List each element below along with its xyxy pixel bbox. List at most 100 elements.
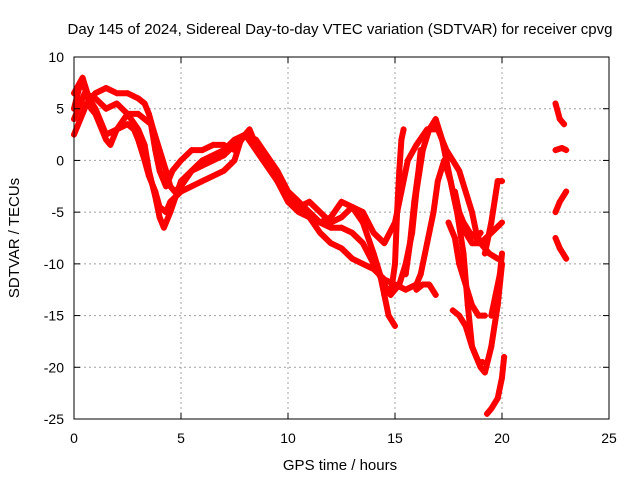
y-tick-label-3: -10 [44,256,64,272]
grid-lines [74,57,609,419]
x-tick-label-5: 25 [601,430,617,446]
series-4-point-28 [317,209,324,216]
series-2-point-19 [199,147,206,154]
series-4-point-30 [338,214,345,221]
series-5-point-5 [398,136,405,143]
series-4-point-29 [327,219,334,226]
series-10-point-2 [456,209,463,216]
series-4-point-13 [167,209,174,216]
y-tick-label-4: -5 [52,204,65,220]
series-3-point-18 [199,178,206,185]
series-3-point-50 [477,364,484,371]
series-9-point-6 [479,359,486,366]
series-13-point-1 [481,250,488,257]
series-line-12 [488,250,505,319]
series-12-point-4 [499,250,505,257]
series-1-point-32 [359,240,366,247]
series-8-point-6 [475,312,482,319]
series-1-point-7 [124,90,131,97]
series-2-point-11 [141,116,148,123]
series-4-point-47 [477,240,484,247]
series-1-point-13 [163,167,170,174]
y-tick-label-5: 0 [56,152,64,168]
series-2-point-20 [210,141,217,148]
series-11-point-4 [499,374,505,381]
series-4-point-38 [413,141,420,148]
series-2-point-21 [220,141,227,148]
series-4-point-22 [259,147,266,154]
series-4-point-2 [81,90,88,97]
series-11-point-1 [484,410,491,417]
series-4-point-17 [210,157,217,164]
series-12-point-2 [492,291,499,298]
series-5-point-6 [400,126,407,133]
series-7-point-4 [432,291,439,298]
series-6-point-3 [411,198,418,205]
series-4-point-27 [306,198,313,205]
series-17-point-2 [556,245,563,252]
y-tick-label-6: 5 [56,101,64,117]
series-4-point-7 [135,126,142,133]
y-tick-label-0: -25 [44,411,64,427]
series-4-point-37 [404,157,411,164]
series-9-point-1 [449,307,456,314]
series-7-point-3 [426,281,433,288]
series-10-point-5 [473,235,480,241]
series-4-point-24 [274,178,281,185]
series-4-point-31 [349,203,356,210]
series-11-point-2 [488,405,495,412]
series-3-point-6 [113,126,120,133]
chart-title: Day 145 of 2024, Sidereal Day-to-day VTE… [68,21,613,38]
y-axis-title: SDTVAR / TECUs [6,178,23,298]
series-5-point-4 [396,167,403,174]
series-12-point-1 [488,312,495,319]
x-tick-label-2: 10 [280,430,296,446]
series-2-point-35 [370,250,377,257]
series-8-point-7 [481,312,488,319]
series-trace-10 [451,188,484,241]
series-3-point-32 [338,245,345,252]
series-5-point-2 [392,260,398,267]
series-4-point-44 [462,188,469,195]
series-3-point-28 [295,209,302,216]
series-11-point-3 [494,395,501,402]
series-4-point-4 [103,105,110,112]
series-15-point-2 [558,145,565,152]
series-2-point-7 [107,141,114,148]
series-3-point-38 [402,286,409,293]
series-2-point-15 [163,183,170,190]
series-8-point-2 [451,235,458,241]
series-2-point-16 [169,167,176,174]
series-4-point-3 [92,95,99,102]
series-trace-7 [413,281,439,298]
series-8-point-1 [445,219,452,226]
series-3-point-51 [481,369,488,376]
series-17-point-1 [552,235,559,241]
series-2-point-17 [178,157,184,164]
y-tick-label-2: -15 [44,308,64,324]
series-3-point-40 [417,271,424,278]
series-1-point-5 [103,85,110,92]
series-11-point-5 [501,353,508,360]
series-10-point-6 [477,229,484,236]
series-3-point-47 [460,250,467,257]
series-3-point-33 [349,255,356,262]
series-4-point-42 [449,157,456,164]
series-trace-3 [71,74,505,376]
series-4-point-32 [359,209,366,216]
series-2-point-18 [188,147,195,154]
series-4-point-5 [113,100,120,107]
series-2-point-14 [156,167,163,174]
series-3-point-45 [447,178,454,185]
series-3-point-19 [210,172,217,179]
series-10-point-4 [466,229,473,236]
series-2-point-6 [103,136,110,143]
series-trace-9 [449,307,486,366]
series-1-point-48 [469,240,476,247]
series-8-point-5 [469,302,476,309]
series-14-point-1 [552,100,559,107]
series-15-point-1 [552,147,559,154]
x-tick-label-4: 20 [494,430,510,446]
series-line-13 [481,178,505,257]
